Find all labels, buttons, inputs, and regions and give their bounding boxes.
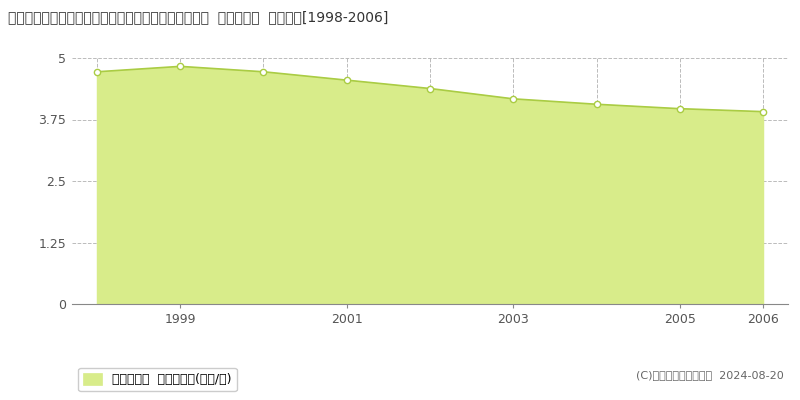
Text: (C)土地価格ドットコム  2024-08-20: (C)土地価格ドットコム 2024-08-20 — [636, 370, 784, 380]
Text: 群馬県利根郡川場村大字立岩字清水１０３番１外の内  基準地価格  地価推移[1998-2006]: 群馬県利根郡川場村大字立岩字清水１０３番１外の内 基準地価格 地価推移[1998… — [8, 10, 388, 24]
Legend: 基準地価格  平均坪単価(万円/坪): 基準地価格 平均坪単価(万円/坪) — [78, 368, 237, 391]
